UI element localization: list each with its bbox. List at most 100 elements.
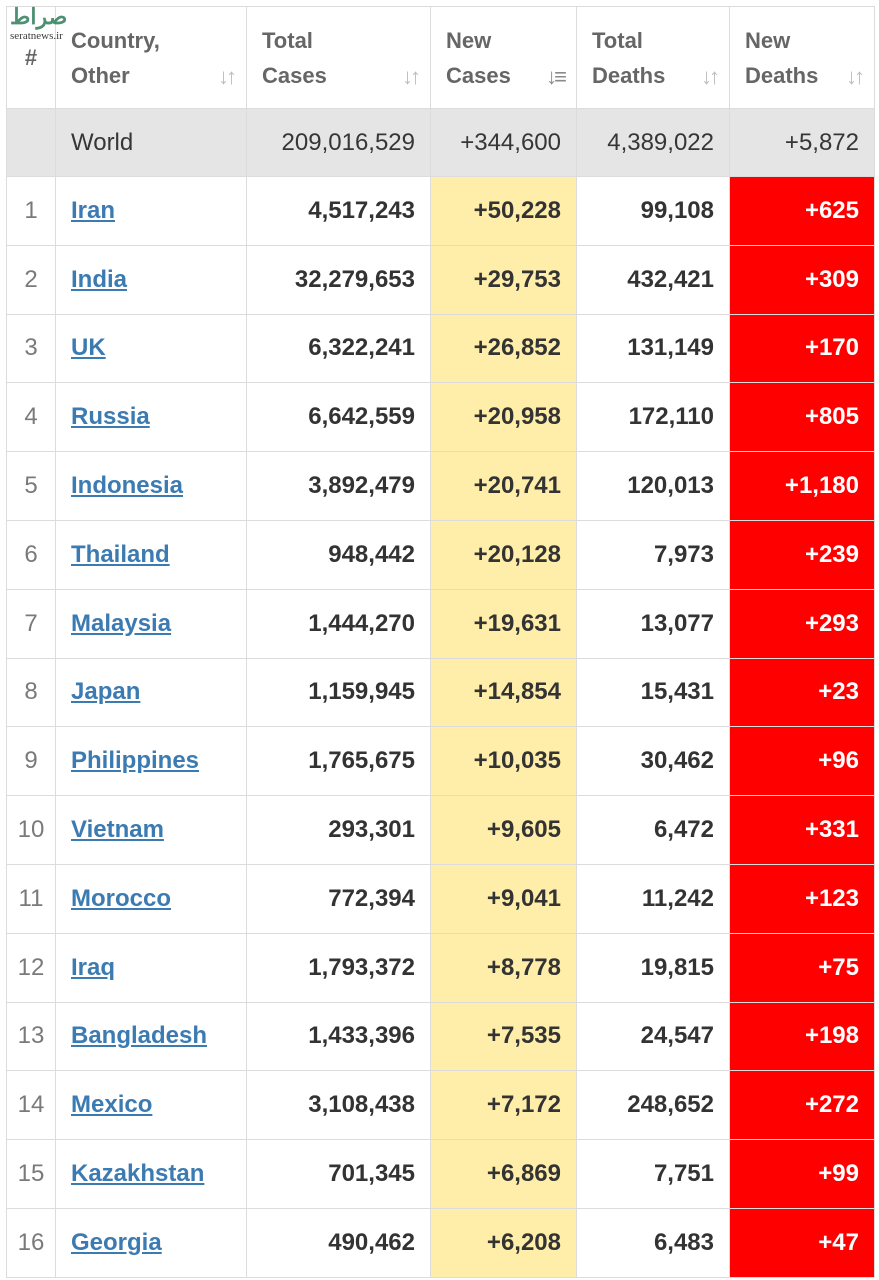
row-country: Malaysia <box>55 588 247 659</box>
row-total-cases: 1,433,396 <box>246 1001 431 1072</box>
row-country: Vietnam <box>55 795 247 865</box>
header-country[interactable]: Country, Other ↓↑ <box>55 6 247 109</box>
row-new-deaths: +170 <box>729 313 875 384</box>
row-new-cases: +9,041 <box>430 863 577 934</box>
row-total-cases: 1,159,945 <box>246 657 431 728</box>
row-total-cases: 1,444,270 <box>246 588 431 659</box>
header-total-deaths[interactable]: Total Deaths ↓↑ <box>576 6 730 109</box>
row-country: Kazakhstan <box>55 1139 247 1209</box>
row-new-cases: +20,128 <box>430 519 577 590</box>
table-row: 15 Kazakhstan 701,345 +6,869 7,751 +99 <box>6 1139 875 1209</box>
country-link[interactable]: India <box>71 265 128 293</box>
table-header: # Country, Other ↓↑ Total Cases ↓↑ New C… <box>6 6 875 109</box>
row-new-cases: +20,741 <box>430 451 577 521</box>
country-link[interactable]: Kazakhstan <box>71 1160 205 1188</box>
row-total-deaths: 120,013 <box>576 451 730 521</box>
row-new-cases: +6,208 <box>430 1207 577 1278</box>
table-body: World 209,016,529 +344,600 4,389,022 +5,… <box>6 108 875 1278</box>
row-new-cases: +9,605 <box>430 795 577 865</box>
row-rank: 15 <box>6 1139 56 1209</box>
row-rank: 4 <box>6 382 56 453</box>
row-new-cases: +19,631 <box>430 588 577 659</box>
row-new-deaths: +96 <box>729 726 875 797</box>
row-country: Russia <box>55 382 247 453</box>
header-total-cases[interactable]: Total Cases ↓↑ <box>246 6 431 109</box>
country-link[interactable]: Mexico <box>71 1091 153 1119</box>
row-new-cases: +26,852 <box>430 313 577 384</box>
world-total-deaths: 4,389,022 <box>576 108 730 177</box>
header-rank[interactable]: # <box>6 6 56 109</box>
country-link[interactable]: Morocco <box>71 884 172 912</box>
country-link[interactable]: Georgia <box>71 1228 162 1256</box>
header-new-cases[interactable]: New Cases ↓≡ <box>430 6 577 109</box>
row-total-cases: 948,442 <box>246 519 431 590</box>
row-new-deaths: +99 <box>729 1139 875 1209</box>
row-total-deaths: 131,149 <box>576 313 730 384</box>
row-total-deaths: 248,652 <box>576 1070 730 1141</box>
country-link[interactable]: Indonesia <box>71 472 184 500</box>
row-country: Thailand <box>55 519 247 590</box>
country-link[interactable]: Iraq <box>71 953 116 981</box>
sort-arrows-icon[interactable]: ↓↑ <box>701 64 720 89</box>
table-row: 16 Georgia 490,462 +6,208 6,483 +47 <box>6 1207 875 1278</box>
row-total-cases: 6,642,559 <box>246 382 431 453</box>
table-row: 11 Morocco 772,394 +9,041 11,242 +123 <box>6 863 875 934</box>
watermark-logo-text: صراط <box>10 4 68 29</box>
row-new-deaths: +47 <box>729 1207 875 1278</box>
table-row: 6 Thailand 948,442 +20,128 7,973 +239 <box>6 519 875 590</box>
sort-arrows-icon[interactable]: ↓↑ <box>218 64 237 89</box>
header-new-cases-line1: New <box>446 27 492 53</box>
country-link[interactable]: Russia <box>71 403 150 431</box>
row-country: Philippines <box>55 726 247 797</box>
header-new-deaths[interactable]: New Deaths ↓↑ <box>729 6 875 109</box>
row-rank: 3 <box>6 313 56 384</box>
row-new-cases: +50,228 <box>430 176 577 246</box>
row-total-cases: 6,322,241 <box>246 313 431 384</box>
row-total-deaths: 172,110 <box>576 382 730 453</box>
country-link[interactable]: Vietnam <box>71 816 164 844</box>
country-link[interactable]: Philippines <box>71 747 200 775</box>
header-new-deaths-line1: New <box>745 27 791 53</box>
sort-descending-icon[interactable]: ↓≡ <box>546 64 567 89</box>
header-new-deaths-line2: Deaths <box>745 62 819 88</box>
country-link[interactable]: Thailand <box>71 540 170 568</box>
row-new-deaths: +123 <box>729 863 875 934</box>
table-row: 1 Iran 4,517,243 +50,228 99,108 +625 <box>6 176 875 246</box>
watermark-url: seratnews.ir <box>10 30 63 42</box>
header-country-line1: Country, <box>71 27 160 53</box>
row-new-cases: +7,172 <box>430 1070 577 1141</box>
row-total-cases: 293,301 <box>246 795 431 865</box>
row-country: Bangladesh <box>55 1001 247 1072</box>
row-total-deaths: 11,242 <box>576 863 730 934</box>
header-total-deaths-line1: Total <box>592 27 643 53</box>
country-link[interactable]: Malaysia <box>71 609 172 637</box>
row-country: Indonesia <box>55 451 247 521</box>
country-link[interactable]: Iran <box>71 196 116 224</box>
table-row: 12 Iraq 1,793,372 +8,778 19,815 +75 <box>6 932 875 1003</box>
sort-arrows-icon[interactable]: ↓↑ <box>846 64 865 89</box>
row-total-deaths: 15,431 <box>576 657 730 728</box>
row-total-cases: 772,394 <box>246 863 431 934</box>
row-country: India <box>55 244 247 315</box>
table-row: 2 India 32,279,653 +29,753 432,421 +309 <box>6 244 875 315</box>
country-link[interactable]: UK <box>71 334 106 362</box>
row-total-cases: 4,517,243 <box>246 176 431 246</box>
row-new-cases: +7,535 <box>430 1001 577 1072</box>
header-total-cases-line2: Cases <box>262 62 327 88</box>
world-new-deaths: +5,872 <box>729 108 875 177</box>
row-rank: 8 <box>6 657 56 728</box>
row-total-deaths: 99,108 <box>576 176 730 246</box>
row-rank: 16 <box>6 1207 56 1278</box>
country-link[interactable]: Japan <box>71 678 141 706</box>
row-total-cases: 490,462 <box>246 1207 431 1278</box>
header-country-line2: Other <box>71 62 130 88</box>
row-rank: 1 <box>6 176 56 246</box>
row-rank: 14 <box>6 1070 56 1141</box>
country-link[interactable]: Bangladesh <box>71 1022 208 1050</box>
row-total-deaths: 7,973 <box>576 519 730 590</box>
row-country: Morocco <box>55 863 247 934</box>
row-total-cases: 3,108,438 <box>246 1070 431 1141</box>
table-row: 10 Vietnam 293,301 +9,605 6,472 +331 <box>6 795 875 865</box>
row-new-deaths: +75 <box>729 932 875 1003</box>
sort-arrows-icon[interactable]: ↓↑ <box>402 64 421 89</box>
